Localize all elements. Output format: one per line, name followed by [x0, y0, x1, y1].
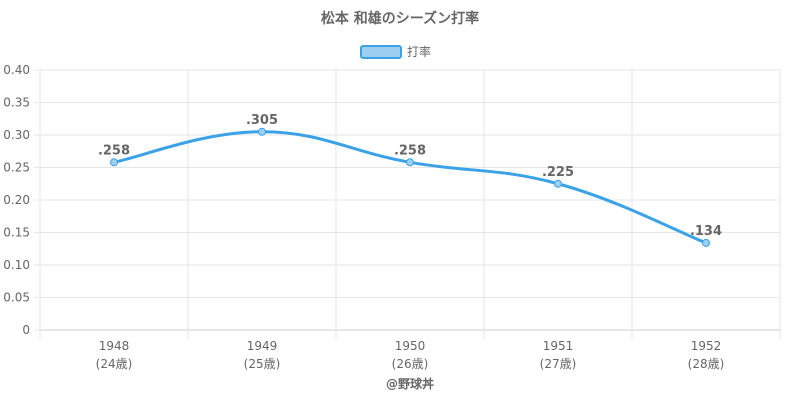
data-label: .225 — [542, 165, 574, 180]
data-point[interactable] — [110, 158, 118, 167]
y-tick-label: 0.05 — [3, 291, 30, 305]
x-tick-label: 1949 — [247, 339, 278, 353]
x-tick-label: 1948 — [99, 339, 130, 353]
series-layer — [110, 127, 710, 247]
x-tick-sublabel: (26歳) — [392, 357, 429, 371]
y-tick-label: 0 — [22, 323, 30, 337]
y-tick-label: 0.25 — [3, 161, 30, 175]
x-tick-sublabel: (28歳) — [688, 357, 725, 371]
data-label: .305 — [246, 113, 278, 128]
x-tick-sublabel: (24歳) — [96, 357, 133, 371]
chart-title: 松本 和雄のシーズン打率 — [321, 10, 479, 27]
x-tick-label: 1950 — [395, 339, 426, 353]
x-tick-label: 1951 — [543, 339, 574, 353]
data-point[interactable] — [702, 238, 710, 247]
x-tick-label: 1952 — [691, 339, 722, 353]
data-label: .258 — [394, 143, 426, 158]
y-tick-label: 0.40 — [3, 63, 30, 77]
legend-label[interactable]: 打率 — [407, 44, 431, 59]
label-layer: .258 .305 .258 .225 .134 — [98, 113, 722, 239]
x-tick-sublabel: (25歳) — [244, 357, 281, 371]
legend-swatch[interactable] — [360, 45, 402, 59]
data-point[interactable] — [406, 158, 414, 167]
data-label: .258 — [98, 143, 130, 158]
y-tick-label: 0.15 — [3, 226, 30, 240]
grid-layer — [39, 69, 781, 340]
y-tick-label: 0.10 — [3, 258, 30, 272]
y-tick-label: 0.30 — [3, 128, 30, 142]
y-tick-label: 0.20 — [3, 193, 30, 207]
axis-layer: 0 0.05 0.10 0.15 0.20 0.25 0.30 0.35 0.40 1948 (24… — [3, 63, 724, 371]
source-label: @野球丼 — [386, 376, 434, 391]
data-label: .134 — [690, 224, 722, 239]
data-point[interactable] — [258, 127, 266, 136]
x-tick-sublabel: (27歳) — [540, 357, 577, 371]
data-point[interactable] — [554, 179, 562, 188]
legend[interactable]: 打率 — [360, 44, 431, 59]
y-tick-label: 0.35 — [3, 96, 30, 110]
